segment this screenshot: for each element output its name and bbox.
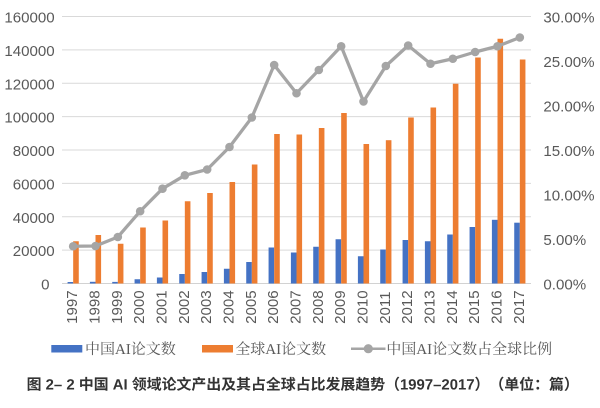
svg-text:40000: 40000: [13, 210, 55, 227]
svg-text:2002: 2002: [176, 290, 193, 324]
svg-text:120000: 120000: [4, 76, 54, 93]
svg-text:10.00%: 10.00%: [543, 188, 594, 205]
svg-text:20000: 20000: [13, 243, 55, 260]
svg-text:25.00%: 25.00%: [543, 54, 594, 71]
svg-text:140000: 140000: [4, 43, 54, 60]
svg-text:2013: 2013: [422, 290, 439, 324]
svg-text:2015: 2015: [466, 290, 483, 324]
svg-text:2010: 2010: [355, 290, 372, 324]
svg-text:0: 0: [41, 277, 49, 294]
svg-text:2000: 2000: [131, 290, 148, 324]
svg-text:2003: 2003: [198, 290, 215, 324]
svg-text:2017: 2017: [511, 290, 528, 324]
svg-text:1997: 1997: [64, 290, 81, 324]
svg-text:5.00%: 5.00%: [543, 232, 586, 249]
svg-text:2006: 2006: [265, 290, 282, 324]
svg-text:0.00%: 0.00%: [543, 277, 586, 294]
svg-text:2014: 2014: [444, 290, 461, 324]
svg-text:2012: 2012: [399, 290, 416, 324]
svg-text:2009: 2009: [332, 290, 349, 324]
svg-text:20.00%: 20.00%: [543, 99, 594, 116]
svg-text:2011: 2011: [377, 291, 394, 323]
svg-text:1998: 1998: [87, 290, 104, 324]
svg-text:2016: 2016: [489, 290, 506, 324]
svg-text:100000: 100000: [4, 110, 54, 127]
svg-text:30.00%: 30.00%: [543, 10, 594, 27]
svg-text:15.00%: 15.00%: [543, 143, 594, 160]
svg-text:160000: 160000: [4, 10, 54, 27]
svg-text:1999: 1999: [109, 290, 126, 324]
svg-text:2008: 2008: [310, 290, 327, 324]
svg-text:2005: 2005: [243, 290, 260, 324]
svg-text:60000: 60000: [13, 176, 55, 193]
svg-text:2007: 2007: [288, 290, 305, 324]
svg-text:2004: 2004: [221, 290, 238, 324]
svg-text:2001: 2001: [154, 290, 171, 324]
svg-text:80000: 80000: [13, 143, 55, 160]
